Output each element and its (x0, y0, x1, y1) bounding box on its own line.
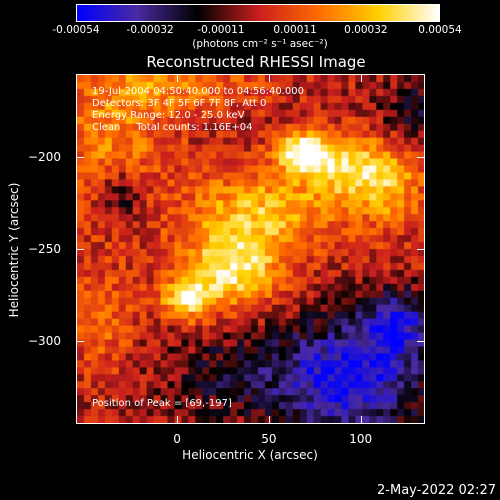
tick-mark (76, 156, 84, 158)
tick-mark (417, 341, 425, 343)
y-tick-label: −200 (28, 149, 61, 164)
annotation-detectors: Detectors: 3F 4F 5F 6F 7F 8F, Att 0 (92, 98, 267, 109)
timestamp: 2-May-2022 02:27 (377, 483, 496, 498)
tick-mark (177, 416, 179, 424)
tick-mark (76, 341, 84, 343)
colorbar-tick-label: 0.00054 (418, 24, 462, 36)
colorbar-tick-label: -0.00011 (197, 24, 245, 36)
tick-mark (177, 74, 179, 82)
tick-mark (268, 74, 270, 82)
colorbar-tick-label: -0.00054 (52, 24, 100, 36)
tick-mark (417, 249, 425, 250)
tick-mark (360, 416, 362, 424)
annotation-peak: Position of Peak = [69,-197] (92, 398, 232, 409)
y-axis-label: Heliocentric Y (arcsec) (7, 182, 21, 318)
annotation-time-range: 19-Jul-2004 04:50:40.000 to 04:56:40.000 (92, 86, 304, 97)
heatmap-canvas (77, 75, 424, 423)
tick-mark (76, 249, 84, 250)
chart-title: Reconstructed RHESSI Image (146, 53, 366, 71)
colorbar-tick-label: 0.00011 (273, 24, 317, 36)
tick-mark (417, 156, 425, 158)
x-axis-label: Heliocentric X (arcsec) (182, 448, 318, 462)
x-tick-label: 0 (173, 432, 181, 446)
tick-mark (360, 74, 362, 82)
annotation-clean: Clean Total counts: 1.16E+04 (92, 122, 253, 133)
annotation-energy: Energy Range: 12.0 - 25.0 keV (92, 110, 245, 121)
colorbar-tick-label: -0.00032 (126, 24, 174, 36)
y-tick-label: −300 (28, 334, 61, 349)
y-tick-label: −250 (28, 242, 61, 256)
colorbar (76, 4, 440, 22)
x-tick-label: 100 (349, 432, 373, 446)
tick-mark (268, 416, 270, 424)
colorbar-tick-label: 0.00032 (344, 24, 388, 36)
x-tick-label: 50 (261, 432, 277, 446)
colorbar-units: (photons cm⁻² s⁻¹ asec⁻²) (192, 38, 328, 50)
